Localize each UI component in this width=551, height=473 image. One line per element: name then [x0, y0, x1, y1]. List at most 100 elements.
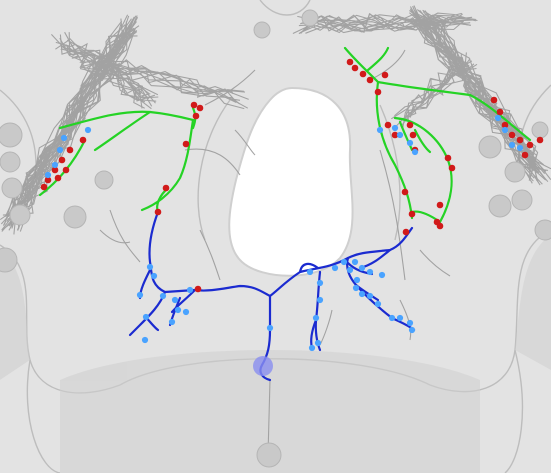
gray-soma	[9, 204, 31, 226]
gray-fiber	[86, 59, 237, 103]
gray-soma	[534, 219, 551, 241]
red-synapse	[521, 151, 529, 159]
blue-synapse	[314, 339, 322, 347]
blue-synapse	[44, 171, 52, 179]
gray-fiber	[409, 8, 539, 183]
gray-soma	[0, 122, 23, 148]
blue-synapse	[411, 148, 419, 156]
gray-fiber	[391, 52, 467, 120]
blue-synapse	[508, 141, 516, 149]
gray-soma	[488, 194, 512, 218]
red-synapse	[58, 156, 66, 164]
gray-fiber	[4, 15, 138, 217]
blue-synapse	[396, 314, 404, 322]
gray-soma	[253, 21, 271, 39]
gray-fiber	[301, 14, 470, 31]
gray-fiber	[13, 31, 138, 215]
red-synapse	[66, 146, 74, 154]
blue-synapse	[391, 124, 399, 132]
red-synapse	[496, 108, 504, 116]
gray-soma	[301, 9, 319, 27]
gray-fiber	[300, 13, 463, 34]
gray-fiber	[400, 58, 471, 127]
blue-synapse	[316, 296, 324, 304]
blue-synapse	[182, 308, 190, 316]
red-synapse	[366, 76, 374, 84]
central-opening	[228, 86, 354, 277]
blue-synapse	[159, 292, 167, 300]
gray-fiber	[300, 15, 464, 30]
blue-synapse	[501, 126, 509, 134]
red-synapse	[351, 64, 359, 72]
blue-synapse	[312, 314, 320, 322]
blue-synapses	[44, 114, 524, 352]
gray-soma	[0, 247, 18, 273]
blue-synapse	[494, 114, 502, 122]
blue-synapse	[358, 264, 366, 272]
red-synapse	[526, 141, 534, 149]
gray-fiber	[69, 38, 156, 102]
red-synapse	[408, 210, 416, 218]
red-synapse	[359, 70, 367, 78]
mesh-shadow	[0, 235, 551, 473]
red-synapse	[444, 154, 452, 162]
red-synapse	[154, 208, 162, 216]
blue-synapse	[186, 286, 194, 294]
blue-synapse	[340, 258, 348, 266]
blue-synapse	[331, 264, 339, 272]
blue-synapse	[406, 319, 414, 327]
gray-branch	[99, 229, 131, 244]
red-synapse	[381, 71, 389, 79]
red-synapse	[190, 101, 198, 109]
blue-synapse	[374, 300, 382, 308]
red-synapse	[490, 96, 498, 104]
gray-branch	[204, 69, 256, 106]
blue-synapse	[408, 326, 416, 334]
red-synapse	[401, 188, 409, 196]
gray-soma	[531, 121, 549, 139]
red-synapse	[508, 131, 516, 139]
red-synapse	[182, 140, 190, 148]
gray-fiber	[292, 14, 478, 34]
blue-synapse	[51, 161, 59, 169]
red-synapses	[40, 58, 544, 293]
blue-synapse	[308, 344, 316, 352]
gray-branch	[184, 148, 241, 176]
blue-synapse	[60, 134, 68, 142]
blue-synapse	[141, 336, 149, 344]
blue-synapse	[352, 284, 360, 292]
gray-branch	[267, 379, 271, 456]
red-synapse	[406, 121, 414, 129]
blue-synapse	[376, 126, 384, 134]
gray-somata	[0, 9, 551, 468]
blue-synapse	[142, 313, 150, 321]
gray-branch	[319, 309, 333, 346]
gray-neurites	[0, 5, 551, 456]
blue-synapse	[353, 276, 361, 284]
blue-synapse	[366, 292, 374, 300]
gray-soma	[63, 205, 87, 229]
blue-synapse	[266, 324, 274, 332]
red-synapse	[402, 228, 410, 236]
red-synapse	[51, 166, 59, 174]
red-synapse	[374, 88, 382, 96]
gray-fiber	[394, 67, 477, 117]
blue-synapse	[84, 126, 92, 134]
gray-fiber	[84, 56, 237, 102]
red-synapse	[44, 176, 52, 184]
red-synapse	[54, 174, 62, 182]
gray-branch	[379, 149, 406, 281]
gray-soma	[256, 442, 282, 468]
gray-soma	[504, 161, 526, 183]
blue-synapse	[146, 263, 154, 271]
red-synapse	[40, 183, 48, 191]
gray-soma	[94, 170, 114, 190]
blue-synapse	[388, 314, 396, 322]
blue-synapse	[306, 268, 314, 276]
gray-branch	[234, 129, 256, 156]
red-synapse	[516, 136, 524, 144]
highlighted-soma	[253, 356, 273, 376]
blue-synapse	[358, 290, 366, 298]
